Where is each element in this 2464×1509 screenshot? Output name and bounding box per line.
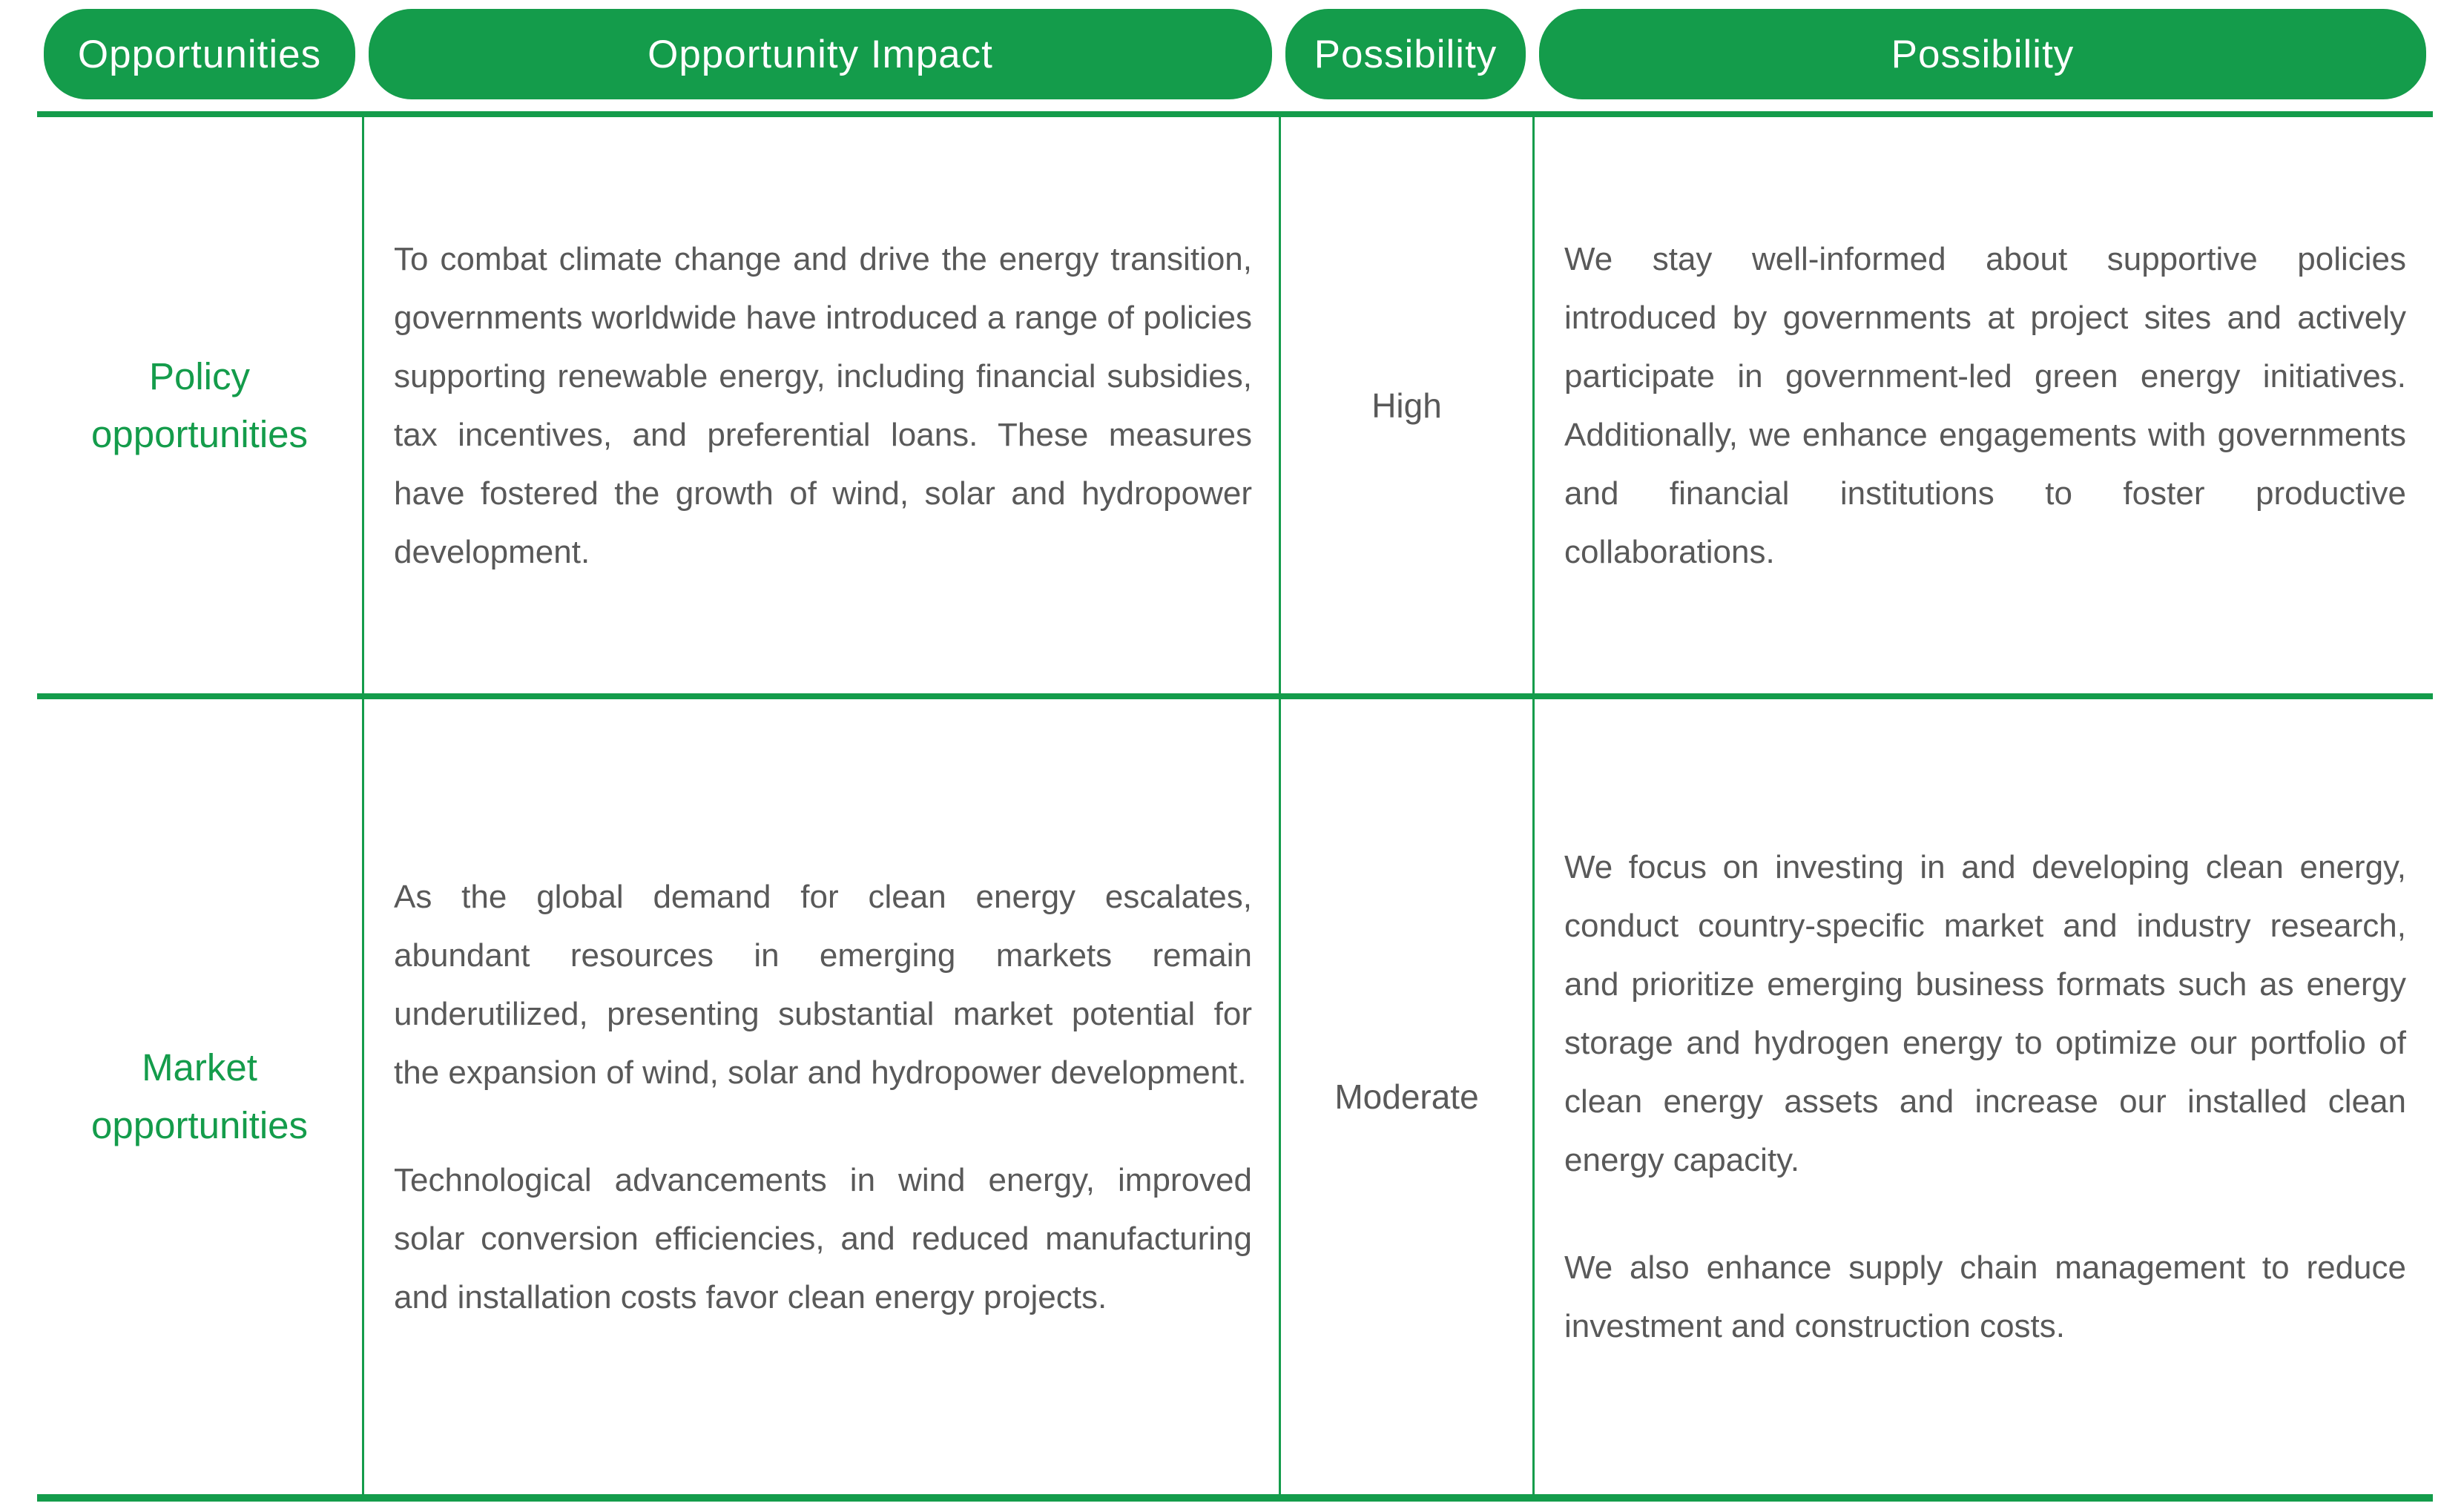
opportunities-table: Opportunities Opportunity Impact Possibi… (37, 0, 2433, 1509)
header-cell-opportunities: Opportunities (37, 9, 362, 111)
header-cell-possibility: Possibility (1279, 9, 1532, 111)
cell-market-opportunity-impact: As the global demand for clean energy es… (362, 699, 1279, 1494)
row-label-policy-opportunities: Policy opportunities (90, 354, 309, 455)
header-label-opportunity-impact: Opportunity Impact (648, 32, 993, 76)
response-paragraph: We stay well-informed about supportive p… (1564, 240, 2406, 570)
header-cell-possibility-2: Possibility (1532, 9, 2433, 111)
impact-paragraph: To combat climate change and drive the e… (394, 240, 1252, 570)
header-label-possibility-2: Possibility (1891, 32, 2075, 76)
cell-policy-possibility: High (1279, 117, 1532, 693)
impact-paragraph: Technological advancements in wind energ… (394, 1161, 1252, 1315)
cell-market-response: We focus on investing in and developing … (1532, 699, 2433, 1494)
table-bottom-line (37, 1494, 2433, 1502)
table-row-policy-opportunities: Policy opportunities To combat climate c… (37, 117, 2433, 693)
header-pill-possibility: Possibility (1285, 9, 1526, 99)
impact-paragraph: As the global demand for clean energy es… (394, 878, 1252, 1091)
table-row-market-opportunities: Market opportunities As the global deman… (37, 699, 2433, 1494)
cell-policy-opportunity-label: Policy opportunities (37, 117, 362, 693)
header-label-opportunities: Opportunities (77, 32, 322, 76)
header-pill-opportunity-impact: Opportunity Impact (369, 9, 1272, 99)
header-label-possibility: Possibility (1314, 32, 1498, 76)
response-paragraph: We also enhance supply chain management … (1564, 1249, 2406, 1344)
cell-policy-response: We stay well-informed about supportive p… (1532, 117, 2433, 693)
possibility-value-moderate: Moderate (1334, 1077, 1479, 1116)
header-pill-possibility-2: Possibility (1539, 9, 2426, 99)
response-paragraph: We focus on investing in and developing … (1564, 849, 2406, 1178)
header-pill-opportunities: Opportunities (44, 9, 355, 99)
header-divider-line (37, 111, 2433, 117)
row-divider-line (37, 693, 2433, 699)
cell-market-opportunity-label: Market opportunities (37, 699, 362, 1494)
header-cell-opportunity-impact: Opportunity Impact (362, 9, 1279, 111)
possibility-value-high: High (1371, 386, 1442, 425)
cell-market-possibility: Moderate (1279, 699, 1532, 1494)
cell-policy-opportunity-impact: To combat climate change and drive the e… (362, 117, 1279, 693)
row-label-market-opportunities: Market opportunities (90, 1046, 309, 1146)
table-header-row: Opportunities Opportunity Impact Possibi… (37, 0, 2433, 111)
